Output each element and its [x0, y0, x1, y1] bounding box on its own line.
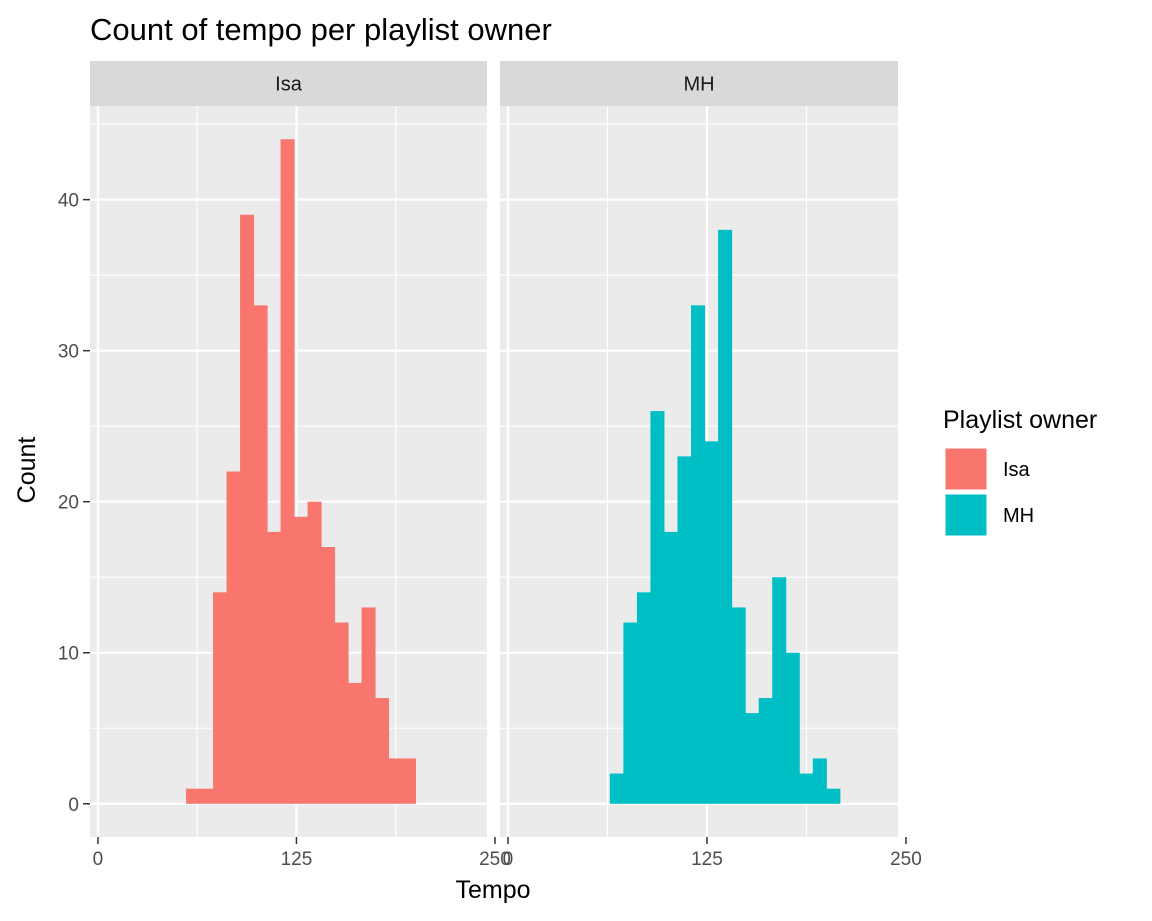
- x-tick-label: 0: [93, 849, 104, 870]
- legend: Playlist owner Isa MH: [943, 406, 1097, 537]
- histogram-bar: [375, 698, 390, 804]
- x-tick-label: 250: [479, 849, 511, 870]
- y-axis-title: Count: [13, 437, 41, 504]
- histogram-bar: [663, 531, 679, 804]
- y-tick-label: 20: [58, 493, 79, 514]
- y-tick-label: 30: [58, 342, 79, 363]
- histogram-bar: [609, 773, 624, 804]
- histogram-bar: [718, 229, 733, 804]
- histogram-bar: [623, 622, 638, 804]
- histogram-bar: [388, 758, 403, 804]
- y-tick-label: 10: [58, 644, 79, 665]
- histogram-bar: [691, 305, 706, 804]
- histogram-bar: [731, 607, 746, 804]
- histogram-bar: [772, 577, 787, 804]
- facet-panel-isa: Isa 0 125 250: [90, 61, 511, 870]
- histogram-bar: [636, 592, 651, 804]
- histogram-bar: [812, 758, 827, 804]
- legend-label-isa: Isa: [1003, 459, 1031, 481]
- x-tick-label: 250: [890, 849, 922, 870]
- legend-label-mh: MH: [1003, 505, 1034, 527]
- legend-items: Isa MH: [944, 447, 1034, 537]
- histogram-bar: [253, 305, 268, 804]
- histogram-bar: [402, 758, 417, 804]
- facet-strip-label: MH: [683, 74, 714, 96]
- y-tick-label: 40: [58, 191, 79, 212]
- histogram-bar: [785, 652, 800, 804]
- x-tick-label: 125: [691, 849, 723, 870]
- histogram-bar: [361, 607, 376, 804]
- facet-panel-mh: MH 0 125 250: [500, 61, 922, 870]
- histogram-bar: [677, 456, 692, 804]
- facet-panels: Isa 0 125 250 MH 0 125 250: [90, 61, 922, 870]
- histogram-bar: [348, 682, 363, 804]
- histogram-bar: [321, 547, 336, 804]
- facet-strip: [500, 61, 898, 106]
- facet-strip: [90, 61, 487, 106]
- histogram-bar: [267, 531, 282, 804]
- facet-strip-label: Isa: [275, 74, 303, 96]
- histogram-bar: [199, 788, 214, 804]
- histogram-bar: [745, 713, 760, 804]
- x-tick-label: 125: [281, 849, 313, 870]
- histogram-bar: [307, 501, 322, 804]
- y-tick-label: 0: [68, 795, 79, 816]
- histogram-bar: [226, 471, 241, 804]
- histogram-bar: [280, 139, 295, 804]
- legend-key-mh: [944, 493, 988, 537]
- x-tick-label: 0: [503, 849, 514, 870]
- histogram-bar: [334, 622, 349, 804]
- histogram-bar: [799, 773, 814, 804]
- chart-title: Count of tempo per playlist owner: [90, 12, 552, 47]
- histogram-bar: [186, 788, 201, 804]
- histogram-bar: [240, 214, 255, 804]
- histogram-bar: [294, 516, 309, 804]
- histogram-bar: [826, 788, 841, 804]
- y-axis: 0 10 20 30 40: [58, 191, 90, 816]
- histogram-bar: [758, 698, 773, 804]
- legend-key-isa: [944, 447, 988, 491]
- histogram-bar: [650, 411, 665, 804]
- histogram-bar: [213, 592, 228, 804]
- histogram-bar: [704, 441, 719, 804]
- x-axis-title: Tempo: [455, 876, 530, 904]
- legend-title: Playlist owner: [943, 406, 1097, 434]
